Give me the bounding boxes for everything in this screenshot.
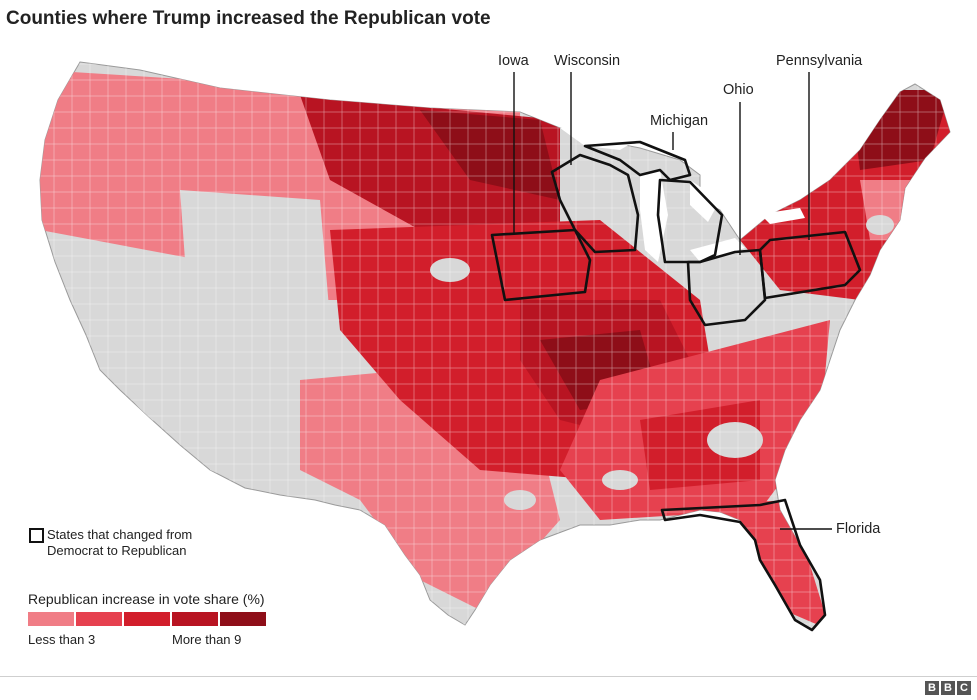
scale-segment-1 [28, 612, 74, 626]
scale-high-label: More than 9 [172, 632, 242, 647]
bbc-logo-letter: C [957, 681, 971, 695]
flipped-legend-line2: Democrat to Republican [47, 543, 187, 558]
footer-divider [0, 676, 977, 677]
scale-segment-5 [220, 612, 266, 626]
bbc-logo-letter: B [941, 681, 955, 695]
wisconsin-outline [550, 153, 640, 254]
flipped-state-legend-text: States that changed from Democrat to Rep… [47, 527, 192, 559]
scale-low-label: Less than 3 [28, 632, 96, 647]
michigan-outline [583, 140, 724, 264]
scale-title: Republican increase in vote share (%) [28, 591, 265, 607]
label-wisconsin: Wisconsin [554, 53, 621, 69]
scale-segment-2 [76, 612, 122, 626]
label-iowa: Iowa [498, 53, 529, 69]
florida-outline [660, 498, 827, 632]
label-florida: Florida [836, 521, 881, 537]
scale-segment-3 [124, 612, 170, 626]
label-ohio: Ohio [723, 82, 754, 98]
map-title: Counties where Trump increased the Repub… [6, 8, 491, 29]
ohio-outline [686, 248, 767, 327]
color-scale-bar [28, 612, 266, 626]
label-pennsylvania: Pennsylvania [776, 53, 863, 69]
flipped-state-legend-icon [29, 528, 44, 543]
scale-segment-4 [172, 612, 218, 626]
bbc-logo-letter: B [925, 681, 939, 695]
label-michigan: Michigan [650, 113, 709, 129]
pennsylvania-outline [758, 230, 862, 300]
flipped-legend-line1: States that changed from [47, 527, 193, 542]
